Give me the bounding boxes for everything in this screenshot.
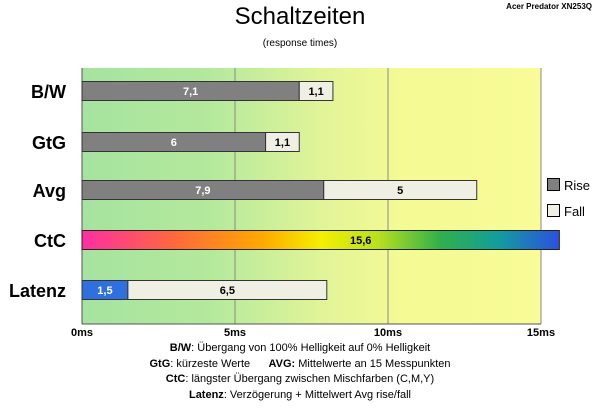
chart-subtitle: (response times)	[262, 38, 338, 49]
legend-label-fall: Fall	[564, 204, 585, 219]
footnote-gtg-avg: GtG: kürzeste Werte AVG: Mittelwerte an …	[0, 357, 600, 373]
category-label: Avg	[33, 181, 66, 201]
footnotes: B/W: Übergang von 100% Helligkeit auf 0%…	[0, 341, 600, 403]
footnote-latenz: Latenz: Verzögerung + Mittelwert Avg ris…	[0, 388, 600, 404]
legend-label-rise: Rise	[564, 178, 591, 193]
footnote-key: Latenz	[188, 388, 224, 401]
bar-value-label: 6	[171, 137, 177, 149]
legend-item-fall: Fall	[547, 204, 585, 219]
bar-value-label: 1,1	[308, 86, 323, 98]
bar-fall	[127, 280, 328, 300]
footnote-ctc: CtC: längster Übergang zwischen Mischfar…	[0, 372, 600, 388]
x-tick-label: 15ms	[527, 327, 555, 339]
bar-fall	[298, 81, 334, 101]
footnote-text: Mittelwerte an 15 Messpunkten	[295, 357, 451, 370]
footnote-text: : Übergang von 100% Helligkeit auf 0% He…	[191, 342, 431, 354]
x-tick-label: 0ms	[71, 327, 93, 339]
category-label: CtC	[34, 231, 66, 251]
footnote-bw: B/W: Übergang von 100% Helligkeit auf 0%…	[0, 341, 600, 357]
bar-value-label: 15,6	[350, 235, 371, 247]
footnote-key: CtC	[165, 373, 186, 385]
bar-fall	[265, 132, 300, 152]
bar-value-label: 6,5	[220, 285, 235, 297]
legend-item-rise: Rise	[547, 178, 590, 193]
x-tick-label: 5ms	[224, 327, 246, 339]
category-label: GtG	[32, 133, 66, 153]
bar-ctc	[81, 230, 560, 250]
bar-value-label: 7,1	[183, 86, 198, 98]
legend-swatch-fall	[547, 204, 560, 217]
x-tick-label: 10ms	[374, 327, 402, 339]
bar-value-label: 1,5	[97, 285, 112, 297]
bar-value-label: 5	[397, 185, 403, 197]
footnote-key: AVG:	[268, 357, 296, 370]
bar-fall	[323, 180, 478, 200]
legend-swatch-rise	[547, 178, 560, 191]
bar-value-label: 1,1	[275, 137, 290, 149]
footnote-text: : Verzögerung + Mittelwert Avg rise/fall	[223, 388, 412, 401]
category-label: B/W	[31, 82, 66, 102]
bar-value-label: 7,9	[195, 185, 210, 197]
footnote-text: : längster Übergang zwischen Mischfarben…	[185, 373, 435, 385]
category-label: Latenz	[9, 281, 66, 301]
footnote-key: GtG	[149, 357, 171, 370]
monitor-model-label: Acer Predator XN253Q	[506, 2, 592, 11]
footnote-key: B/W	[169, 342, 192, 354]
chart-title: Schaltzeiten	[234, 3, 366, 30]
footnote-text: : kürzeste Werte	[170, 357, 251, 370]
